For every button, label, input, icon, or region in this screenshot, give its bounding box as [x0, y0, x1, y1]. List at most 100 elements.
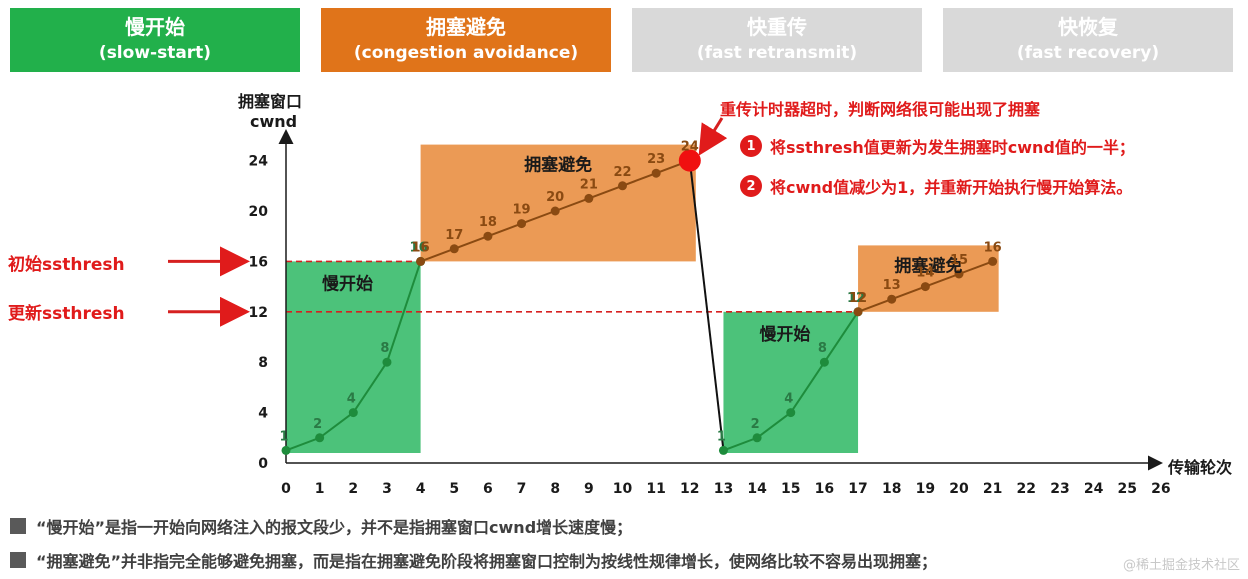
data-label: 4: [784, 392, 793, 407]
data-label: 14: [916, 266, 934, 281]
data-label: 24: [681, 140, 699, 155]
data-point: [348, 408, 358, 418]
series-line-timeout: [688, 160, 725, 451]
region-label: 拥塞避免: [524, 155, 592, 176]
data-point: [483, 231, 493, 241]
x-tick-label: 19: [916, 481, 935, 497]
x-tick-label: 21: [983, 481, 1002, 497]
y-axis-title: 拥塞窗口: [238, 92, 303, 111]
data-point: [517, 219, 527, 229]
phase-title: 快恢复: [1058, 15, 1118, 39]
x-tick-label: 5: [449, 481, 459, 497]
y-tick-label: 16: [249, 254, 268, 270]
bullet-square-icon: [10, 552, 26, 568]
data-label: 12: [847, 291, 865, 306]
x-tick-label: 10: [613, 481, 633, 497]
phase-congestion-avoidance: 拥塞避免 (congestion avoidance): [321, 8, 611, 72]
data-point: [382, 357, 392, 367]
data-point: [416, 256, 426, 266]
note-text: “慢开始”是指一开始向网络注入的报文段少，并不是指拥塞窗口cwnd增长速度慢；: [36, 518, 633, 537]
x-tick-label: 22: [1017, 481, 1036, 497]
x-tick-label: 15: [781, 481, 800, 497]
annotation-text: 将cwnd值减少为1，并重新开始执行慢开始算法。: [770, 178, 1133, 197]
region-avoidance: [858, 245, 999, 312]
y-tick-label: 4: [258, 406, 268, 422]
bullet-square-icon: [10, 518, 26, 534]
data-label: 2: [751, 417, 760, 432]
number-badge: 1: [740, 135, 762, 157]
x-tick-label: 18: [882, 481, 901, 497]
x-tick-label: 0: [281, 481, 291, 497]
data-point: [651, 168, 661, 178]
timeout-annotation-item-2: 2 将cwnd值减少为1，并重新开始执行慢开始算法。: [740, 174, 1132, 198]
data-label: 23: [647, 152, 665, 167]
timeout-annotation-heading: 重传计时器超时，判断网络很可能出现了拥塞: [720, 100, 1041, 119]
region-slow-start: [723, 311, 859, 453]
data-label: 12: [849, 291, 867, 306]
y-tick-label: 20: [249, 204, 269, 220]
data-label: 20: [546, 190, 564, 205]
data-label: 18: [479, 215, 497, 230]
region-label: 慢开始: [322, 273, 373, 294]
note-congestion-avoidance: “拥塞避免”并非指完全能够避免拥塞，而是指在拥塞避免阶段将拥塞窗口控制为按线性规…: [10, 548, 937, 572]
data-label: 2: [313, 417, 322, 432]
data-point: [887, 294, 897, 304]
data-label: 19: [513, 203, 531, 218]
data-label: 21: [580, 177, 598, 192]
data-point: [786, 408, 796, 418]
phase-subtitle: (congestion avoidance): [353, 43, 579, 63]
y-tick-label: 24: [249, 154, 269, 170]
note-text: “拥塞避免”并非指完全能够避免拥塞，而是指在拥塞避免阶段将拥塞窗口控制为按线性规…: [36, 552, 938, 571]
phase-subtitle: (slow-start): [98, 43, 212, 63]
data-label: 8: [380, 341, 389, 356]
x-tick-label: 12: [680, 481, 699, 497]
region-label: 慢开始: [759, 324, 810, 345]
data-label: 1: [717, 429, 726, 444]
timeout-point: [678, 149, 701, 172]
phase-title: 拥塞避免: [426, 15, 506, 39]
data-point: [920, 282, 930, 292]
y-tick-label: 12: [249, 305, 268, 321]
x-tick-label: 14: [747, 481, 767, 497]
y-tick-label: 0: [258, 456, 268, 472]
phase-subtitle: (fast recovery): [1016, 43, 1160, 63]
data-point: [449, 244, 459, 254]
x-axis-title: 传输轮次: [1168, 458, 1233, 477]
phase-title: 慢开始: [125, 15, 185, 39]
x-tick-label: 16: [815, 481, 834, 497]
data-label: 17: [445, 228, 463, 243]
region-avoidance: [420, 144, 696, 262]
note-slow-start: “慢开始”是指一开始向网络注入的报文段少，并不是指拥塞窗口cwnd增长速度慢；: [10, 514, 632, 538]
data-point: [988, 256, 998, 266]
phase-fast-recovery: 快恢复 (fast recovery): [943, 8, 1233, 72]
data-label: 8: [818, 341, 827, 356]
data-point: [315, 433, 325, 443]
data-point: [718, 445, 728, 455]
number-badge: 2: [740, 175, 762, 197]
x-tick-label: 8: [550, 481, 560, 497]
phase-slow-start: 慢开始 (slow-start): [10, 8, 300, 72]
data-point: [281, 445, 291, 455]
phase-title: 快重传: [747, 15, 807, 39]
data-point: [819, 357, 829, 367]
data-point: [550, 206, 560, 216]
data-label: 13: [883, 278, 901, 293]
x-tick-label: 3: [382, 481, 392, 497]
x-tick-label: 4: [416, 481, 426, 497]
data-label: 4: [347, 392, 356, 407]
data-point: [954, 269, 964, 279]
x-tick-label: 23: [1050, 481, 1069, 497]
x-tick-label: 17: [848, 481, 867, 497]
data-point: [584, 193, 594, 203]
data-point: [853, 307, 863, 317]
x-tick-label: 24: [1084, 481, 1104, 497]
data-point: [618, 181, 627, 191]
x-tick-label: 6: [483, 481, 493, 497]
phase-fast-retransmit: 快重传 (fast retransmit): [632, 8, 922, 72]
timeout-annotation-item-1: 1 将ssthresh值更新为发生拥塞时cwnd值的一半；: [740, 134, 1135, 158]
data-label: 22: [613, 165, 631, 180]
data-label: 16: [412, 240, 430, 255]
x-tick-label: 25: [1118, 481, 1137, 497]
y-axis-unit: cwnd: [250, 112, 298, 131]
